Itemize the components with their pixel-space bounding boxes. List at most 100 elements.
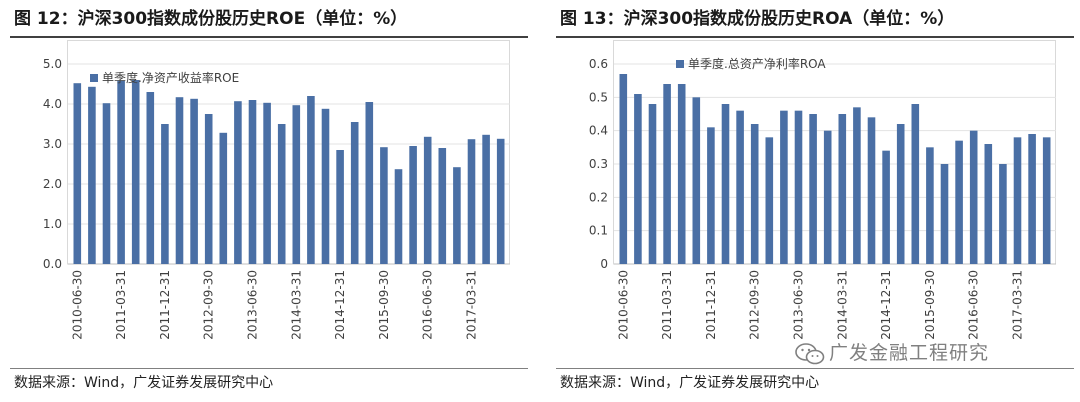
roa-bar — [984, 144, 993, 264]
roa-bar — [619, 74, 628, 264]
roe-figure-panel: 图 12：沪深300指数成份股历史ROE（单位：%） 0.0 1.0 2.0 3.0 4… — [10, 0, 530, 402]
roa-bar — [926, 147, 934, 264]
roa-x-tick-label: 2015-09-30 — [923, 270, 937, 340]
roa-bar — [721, 104, 730, 264]
roe-bar — [204, 114, 213, 264]
figure-12-source: 数据来源：Wind，广发证券发展研究中心 — [14, 375, 274, 391]
roe-x-tick-label: 2014-03-31 — [289, 270, 303, 340]
wechat-icon — [795, 342, 825, 364]
roa-bar — [882, 150, 890, 264]
roa-bar — [838, 114, 847, 264]
roe-bar — [350, 122, 359, 264]
roe-x-tick-label: 2011-03-31 — [114, 270, 128, 340]
roa-bar — [750, 124, 759, 264]
roe-x-tick-label: 2012-09-30 — [202, 270, 216, 340]
roa-bar — [911, 104, 920, 264]
roe-x-tick-label: 2013-06-30 — [246, 270, 260, 340]
roe-x-tick-label: 2011-12-31 — [158, 270, 172, 340]
roe-bar — [453, 167, 461, 264]
roa-y-tick-label: 0.3 — [589, 157, 608, 171]
roa-x-tick-label: 2012-09-30 — [748, 270, 762, 340]
roe-bar-chart: 0.0 1.0 2.0 3.0 4.0 5.0 2010-06-30 2011-03-31 20… — [43, 40, 510, 340]
roa-x-tick-label: 2010-06-30 — [616, 270, 630, 340]
roe-bar — [307, 96, 315, 264]
roa-bar — [867, 117, 876, 264]
roe-bar — [423, 136, 432, 264]
roa-bar — [853, 107, 861, 264]
roa-legend-label: 单季度.总资产净利率ROA — [688, 56, 826, 71]
roe-bar — [438, 148, 447, 264]
roe-bar — [219, 132, 228, 264]
roe-bar — [467, 139, 476, 264]
title-rule — [10, 36, 528, 38]
roa-bar — [823, 130, 832, 264]
roa-bar — [809, 114, 817, 264]
roe-bar — [321, 108, 330, 264]
roa-bar — [648, 104, 657, 264]
roa-bar — [765, 137, 774, 264]
roa-bar — [780, 110, 788, 265]
roe-bar — [248, 100, 257, 264]
roa-bar — [634, 94, 642, 264]
watermark: 广发金融工程研究 — [795, 338, 989, 368]
watermark-text: 广发金融工程研究 — [829, 342, 990, 364]
roe-bar — [277, 124, 286, 264]
roa-x-tick-label: 2014-03-31 — [835, 270, 849, 340]
roa-y-tick-label: 0.1 — [589, 224, 608, 238]
roa-bar — [999, 164, 1007, 264]
roa-bar-chart: 0 0.1 0.2 0.3 0.4 0.5 0.6 2010-06-30 2011-03-31 2… — [589, 40, 1056, 340]
roe-x-tick-label: 2010-06-30 — [70, 270, 84, 340]
roe-bar — [292, 105, 301, 264]
roe-y-tick-label: 3.0 — [43, 137, 62, 151]
roe-y-tick-label: 5.0 — [43, 57, 62, 71]
roa-y-tick-label: 0.5 — [589, 90, 608, 104]
figure-13-source: 数据来源：Wind，广发证券发展研究中心 — [560, 375, 820, 391]
roe-bar — [190, 98, 198, 264]
roa-bar — [794, 110, 803, 265]
roa-figure-panel: 图 13：沪深300指数成份股历史ROA（单位：%） 0 0.1 0.2 0.3 0.4… — [556, 0, 1076, 402]
roe-bar — [380, 147, 388, 264]
roe-bar — [161, 124, 169, 264]
roe-bar — [175, 97, 184, 264]
roa-x-tick-label: 2016-06-30 — [967, 270, 981, 340]
roa-legend-swatch — [676, 60, 684, 68]
roa-y-tick-label: 0.4 — [589, 124, 608, 138]
roa-bar — [707, 127, 715, 264]
roe-legend-label: 单季度.净资产收益率ROE — [102, 70, 239, 85]
source-rule — [10, 368, 528, 369]
roe-y-tick-label: 0.0 — [43, 257, 62, 271]
roa-bar — [736, 110, 744, 265]
roe-bar — [131, 80, 140, 264]
roe-y-tick-label: 4.0 — [43, 97, 62, 111]
roa-y-tick-label: 0.6 — [589, 57, 608, 71]
roe-x-tick-label: 2016-06-30 — [421, 270, 435, 340]
roa-bar — [1042, 137, 1051, 264]
roa-y-tick-label: 0.2 — [589, 190, 608, 204]
roe-bar — [88, 86, 96, 264]
source-rule — [556, 368, 1074, 369]
roe-x-tick-label: 2014-12-31 — [333, 270, 347, 340]
roa-bar — [1013, 137, 1022, 264]
roa-bar — [692, 97, 701, 264]
roa-bar — [955, 140, 963, 264]
roa-bar — [1028, 134, 1036, 264]
roa-x-tick-label: 2011-12-31 — [704, 270, 718, 340]
figure-12-title: 图 12：沪深300指数成份股历史ROE（单位：%） — [14, 9, 408, 29]
roa-x-tick-label: 2013-06-30 — [792, 270, 806, 340]
roe-legend-swatch — [90, 74, 98, 82]
title-rule — [556, 36, 1074, 38]
roe-bar — [394, 169, 403, 264]
figure-13-title: 图 13：沪深300指数成份股历史ROA（单位：%） — [560, 9, 955, 29]
roe-bar — [234, 101, 242, 264]
roe-y-tick-label: 1.0 — [43, 217, 62, 231]
roe-bar — [365, 102, 374, 264]
roe-x-tick-label: 2015-09-30 — [377, 270, 391, 340]
roa-bar — [663, 84, 671, 264]
roe-bar — [263, 102, 271, 264]
roa-x-tick-label: 2014-12-31 — [879, 270, 893, 340]
roe-bar — [336, 150, 344, 264]
roa-y-tick-label: 0 — [600, 257, 608, 271]
roe-bar — [117, 80, 125, 264]
roa-bar — [896, 124, 905, 264]
roe-y-tick-label: 2.0 — [43, 177, 62, 191]
